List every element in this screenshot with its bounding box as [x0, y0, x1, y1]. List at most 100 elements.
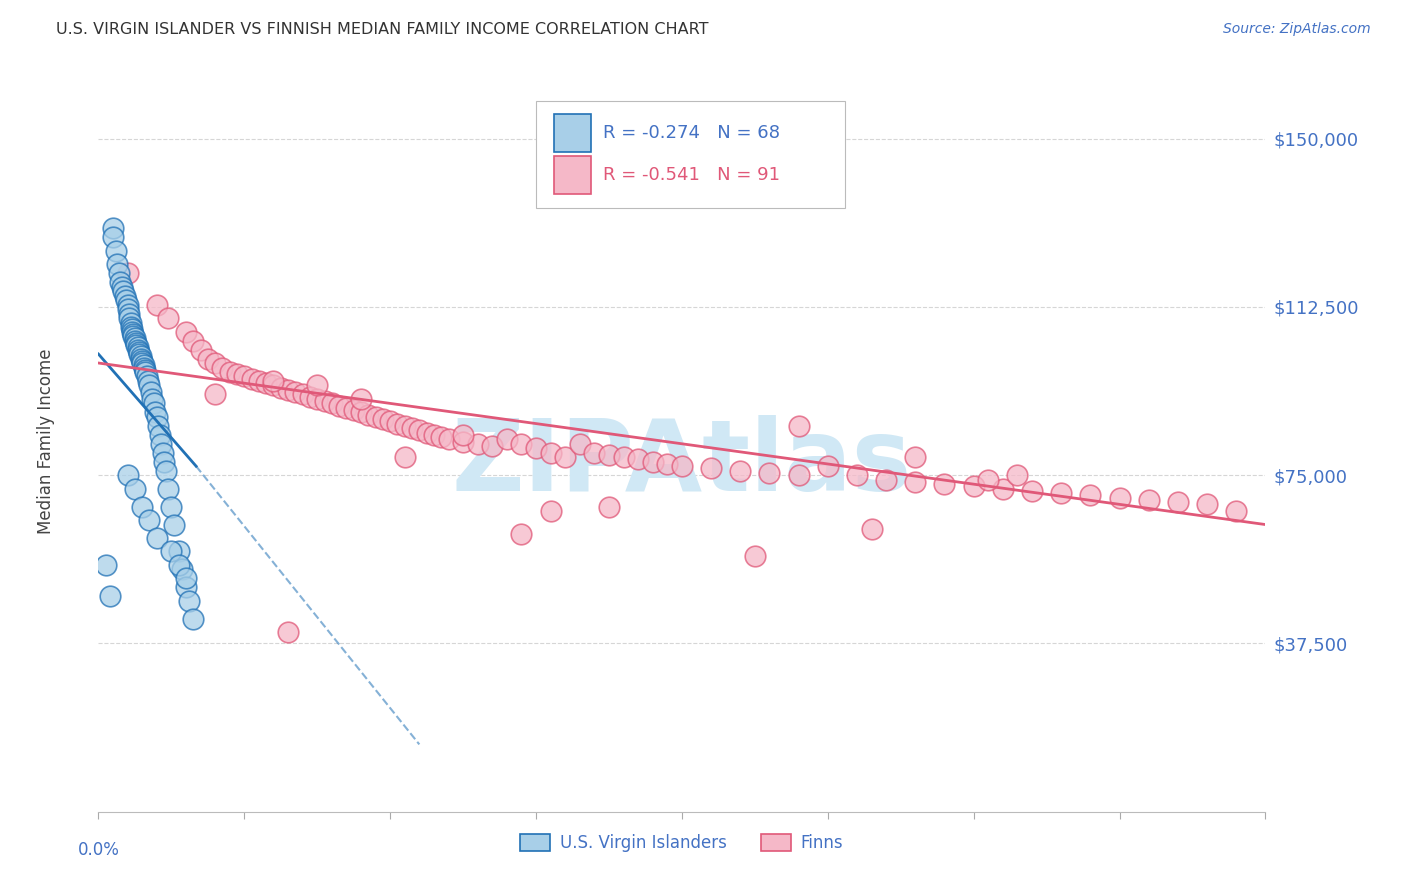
Point: [641, 455, 664, 469]
Point: [129, 349, 152, 363]
Point: [554, 450, 576, 465]
Point: [787, 418, 810, 433]
Point: [364, 409, 387, 424]
Point: [1137, 492, 1160, 507]
Point: [350, 405, 373, 419]
Point: [298, 390, 321, 404]
Point: [157, 311, 180, 326]
Point: [371, 412, 394, 426]
Point: [197, 351, 219, 366]
Point: [174, 580, 197, 594]
Point: [136, 374, 159, 388]
Point: [141, 392, 163, 406]
Point: [583, 446, 606, 460]
Point: [270, 381, 292, 395]
Point: [121, 325, 143, 339]
Point: [117, 298, 139, 312]
Point: [277, 625, 299, 640]
Point: [204, 356, 226, 370]
Point: [117, 468, 139, 483]
Point: [1021, 483, 1043, 498]
Point: [101, 230, 124, 244]
Point: [143, 405, 166, 419]
Point: [496, 432, 519, 446]
Point: [437, 432, 460, 446]
Point: [131, 356, 153, 370]
Point: [170, 562, 193, 576]
Point: [118, 307, 141, 321]
Point: [314, 394, 336, 409]
Point: [612, 450, 634, 465]
Point: [307, 392, 329, 406]
Text: R = -0.274   N = 68: R = -0.274 N = 68: [603, 124, 779, 142]
Text: Median Family Income: Median Family Income: [37, 349, 55, 534]
Point: [387, 417, 409, 431]
Point: [101, 221, 124, 235]
Point: [124, 334, 146, 348]
Point: [758, 466, 780, 480]
Point: [149, 427, 172, 442]
Point: [1050, 486, 1073, 500]
Point: [817, 459, 839, 474]
Point: [139, 385, 162, 400]
Point: [1007, 468, 1029, 483]
Point: [328, 399, 350, 413]
Point: [160, 544, 183, 558]
Point: [118, 311, 141, 326]
Point: [120, 320, 142, 334]
Point: [467, 437, 489, 451]
Point: [744, 549, 766, 563]
Text: R = -0.541   N = 91: R = -0.541 N = 91: [603, 166, 779, 184]
Point: [962, 479, 984, 493]
Point: [846, 468, 869, 483]
Point: [451, 434, 474, 449]
Point: [167, 544, 190, 558]
Point: [110, 275, 132, 289]
Point: [174, 325, 197, 339]
Point: [148, 418, 170, 433]
Point: [430, 430, 453, 444]
Point: [226, 368, 249, 382]
Point: [240, 372, 263, 386]
Point: [152, 446, 174, 460]
Point: [142, 396, 165, 410]
Point: [218, 365, 240, 379]
Point: [394, 418, 416, 433]
Point: [415, 425, 437, 440]
Point: [114, 289, 136, 303]
Point: [105, 257, 128, 271]
Point: [155, 464, 177, 478]
Point: [134, 363, 156, 377]
Point: [124, 331, 146, 345]
Point: [153, 455, 176, 469]
Point: [540, 504, 562, 518]
Point: [451, 427, 474, 442]
Point: [129, 351, 152, 366]
Point: [860, 522, 883, 536]
Point: [408, 423, 430, 437]
Point: [1080, 488, 1102, 502]
Point: [1225, 504, 1247, 518]
Point: [121, 322, 143, 336]
Point: [134, 365, 156, 379]
Point: [94, 558, 117, 572]
Point: [117, 302, 139, 317]
Point: [568, 437, 591, 451]
Point: [122, 329, 145, 343]
Point: [977, 473, 1000, 487]
Point: [181, 334, 204, 348]
Point: [233, 369, 256, 384]
Point: [115, 293, 138, 308]
Point: [510, 437, 533, 451]
Point: [934, 477, 956, 491]
Point: [131, 353, 153, 368]
Point: [146, 409, 169, 424]
Point: [112, 284, 135, 298]
Point: [108, 266, 131, 280]
Point: [120, 316, 142, 330]
Point: [132, 358, 155, 372]
Point: [700, 461, 723, 475]
Point: [262, 378, 284, 392]
Point: [131, 500, 153, 514]
Point: [321, 396, 343, 410]
